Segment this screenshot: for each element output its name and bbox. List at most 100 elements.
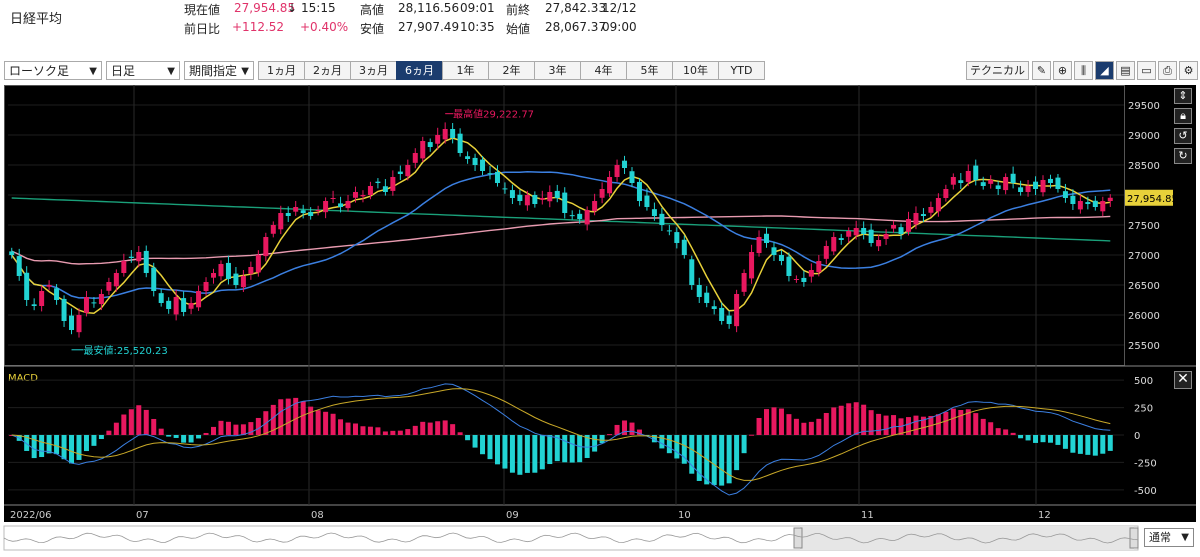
macd-histogram-bar bbox=[121, 414, 127, 435]
chart-type-select[interactable]: ローソク足 ▼ bbox=[4, 61, 102, 80]
x-label-0: 2022/06 bbox=[10, 510, 52, 521]
line-chart-icon[interactable]: ◢ bbox=[1095, 61, 1114, 80]
candle-body bbox=[973, 165, 979, 180]
candle-body bbox=[1107, 197, 1113, 201]
zoom-icon[interactable]: ⊕ bbox=[1053, 61, 1072, 80]
candle-body bbox=[397, 171, 403, 174]
macd-histogram-bar bbox=[136, 405, 142, 435]
navigator-left-handle[interactable] bbox=[793, 527, 803, 549]
candle-body bbox=[726, 315, 732, 324]
macd-tick-2: 0 bbox=[1134, 431, 1140, 442]
save-icon[interactable]: ▤ bbox=[1116, 61, 1135, 80]
macd-histogram-bar bbox=[1070, 435, 1076, 453]
period-button-4[interactable]: 1年 bbox=[442, 61, 489, 80]
candle-body bbox=[704, 292, 710, 303]
macd-histogram-bar bbox=[1092, 435, 1098, 456]
macd-histogram-bar bbox=[24, 435, 30, 451]
speed-select[interactable]: 通常 ▼ bbox=[1144, 528, 1194, 547]
dropdown-arrow-icon: ▼ bbox=[167, 66, 175, 77]
lock-icon[interactable]: 🔒︎ bbox=[1174, 108, 1192, 124]
period-select[interactable]: 期間指定 ▼ bbox=[184, 61, 254, 80]
period-button-1[interactable]: 2ヵ月 bbox=[304, 61, 351, 80]
navigator-right-handle[interactable] bbox=[1129, 527, 1139, 549]
macd-histogram-bar bbox=[659, 435, 665, 449]
candle-body bbox=[457, 133, 463, 153]
macd-histogram-bar bbox=[1025, 435, 1031, 441]
candle-body bbox=[891, 225, 897, 229]
change-value: +112.52 bbox=[232, 20, 285, 34]
candle-body bbox=[352, 192, 358, 198]
range-navigator[interactable] bbox=[0, 524, 1200, 554]
candle-body bbox=[24, 272, 30, 300]
macd-histogram-bar bbox=[285, 398, 291, 435]
period-button-0[interactable]: 1ヵ月 bbox=[258, 61, 305, 80]
technical-button[interactable]: テクニカル bbox=[966, 61, 1029, 80]
candle-body bbox=[1092, 200, 1098, 207]
bar-chart-icon[interactable]: ⫼ bbox=[1074, 61, 1093, 80]
price-tick-8: 25500 bbox=[1128, 341, 1160, 352]
candle-body bbox=[965, 171, 971, 182]
period-button-10[interactable]: YTD bbox=[718, 61, 765, 80]
period-button-2[interactable]: 3ヵ月 bbox=[350, 61, 397, 80]
candle-body bbox=[270, 225, 276, 234]
candle-body bbox=[9, 251, 15, 255]
candle-body bbox=[196, 291, 202, 308]
macd-histogram-bar bbox=[629, 422, 635, 435]
macd-histogram-bar bbox=[778, 408, 784, 435]
candle-body bbox=[188, 303, 194, 309]
close-icon[interactable]: ✕ bbox=[1174, 371, 1192, 389]
candle-body bbox=[898, 227, 904, 234]
candle-body bbox=[435, 135, 441, 144]
price-chart[interactable]: 2950029000285002800027500270002650026000… bbox=[4, 85, 1196, 522]
settings-icon[interactable]: ⚙ bbox=[1179, 61, 1198, 80]
candle-body bbox=[487, 173, 493, 175]
folder-icon[interactable]: ▭ bbox=[1137, 61, 1156, 80]
period-button-6[interactable]: 3年 bbox=[534, 61, 581, 80]
macd-histogram-bar bbox=[823, 413, 829, 435]
low-value: 27,907.49 bbox=[398, 20, 460, 34]
candle-body bbox=[943, 189, 949, 198]
period-button-9[interactable]: 10年 bbox=[672, 61, 719, 80]
candle-body bbox=[562, 192, 568, 213]
print-icon[interactable]: ⎙ bbox=[1158, 61, 1177, 80]
pencil-icon[interactable]: ✎ bbox=[1032, 61, 1051, 80]
candle-body bbox=[607, 177, 613, 194]
candle-body bbox=[674, 232, 680, 243]
last-price-label: 27,954.85 bbox=[1127, 194, 1178, 205]
macd-histogram-bar bbox=[1085, 435, 1091, 455]
candle-body bbox=[749, 252, 755, 279]
macd-tick-1: 250 bbox=[1134, 404, 1153, 415]
navigator-svg[interactable] bbox=[0, 524, 1140, 554]
candle-body bbox=[113, 273, 119, 287]
candle-body bbox=[1018, 187, 1024, 192]
macd-histogram-bar bbox=[988, 422, 994, 435]
redo-icon[interactable]: ↻ bbox=[1174, 148, 1192, 164]
macd-histogram-bar bbox=[1040, 435, 1046, 443]
candle-body bbox=[442, 129, 448, 140]
period-button-7[interactable]: 4年 bbox=[580, 61, 627, 80]
undo-icon[interactable]: ↺ bbox=[1174, 128, 1192, 144]
x-label-1: 07 bbox=[136, 510, 149, 521]
candle-body bbox=[1010, 173, 1016, 183]
macd-line bbox=[11, 383, 1111, 496]
macd-histogram-bar bbox=[166, 435, 172, 437]
macd-histogram-bar bbox=[509, 435, 515, 473]
current-value: 27,954.85 bbox=[234, 1, 296, 15]
candle-body bbox=[689, 259, 695, 285]
candle-body bbox=[46, 285, 52, 287]
chart-area[interactable]: 2950029000285002800027500270002650026000… bbox=[4, 85, 1196, 522]
high-value: 28,116.56 bbox=[398, 1, 460, 15]
expand-icon[interactable]: ⇕ bbox=[1174, 88, 1192, 104]
prev-date: 12/12 bbox=[602, 1, 637, 15]
period-button-3[interactable]: 6ヵ月 bbox=[396, 61, 443, 80]
macd-histogram-bar bbox=[838, 405, 844, 435]
high-label: 高値 bbox=[360, 3, 385, 17]
price-tick-6: 26500 bbox=[1128, 281, 1160, 292]
macd-histogram-bar bbox=[211, 426, 217, 435]
period-button-8[interactable]: 5年 bbox=[626, 61, 673, 80]
macd-histogram-bar bbox=[98, 435, 104, 440]
interval-select[interactable]: 日足 ▼ bbox=[106, 61, 180, 80]
period-button-5[interactable]: 2年 bbox=[488, 61, 535, 80]
min-annotation: 最安値:25,520.23 bbox=[84, 344, 168, 357]
macd-histogram-bar bbox=[607, 434, 613, 436]
